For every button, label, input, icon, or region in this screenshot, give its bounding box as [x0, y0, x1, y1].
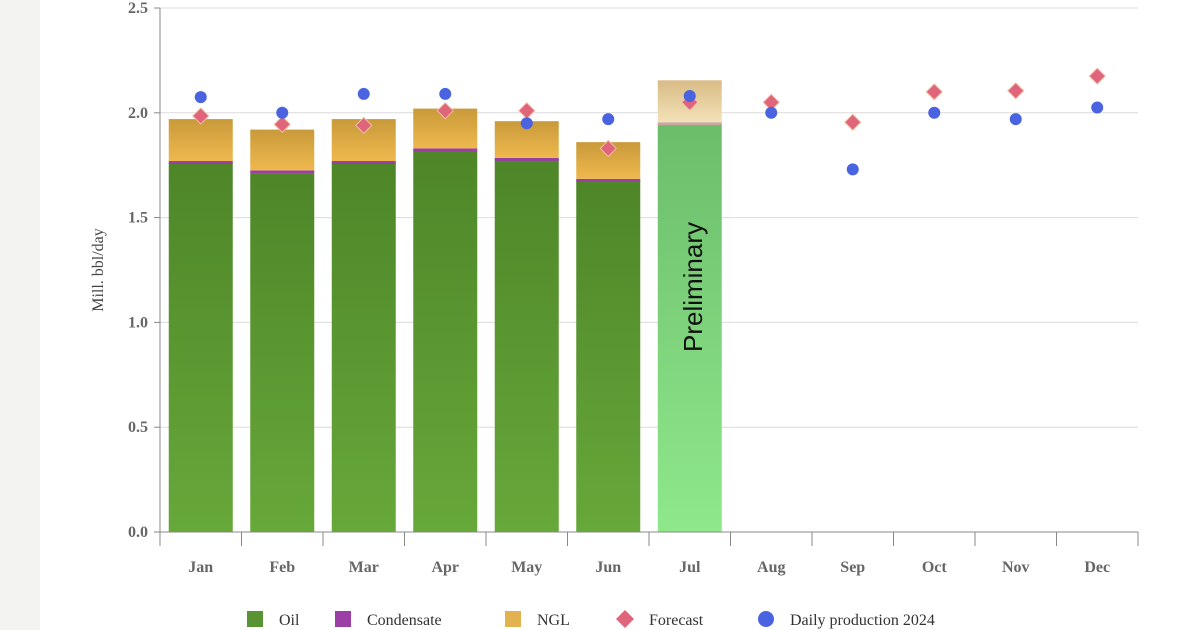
x-tick-label: Mar	[349, 559, 379, 576]
legend-swatch-daily-production	[758, 611, 774, 627]
y-tick-label: 1.0	[128, 314, 148, 331]
preliminary-annotation: Preliminary	[678, 222, 708, 352]
forecast-point-oct	[925, 83, 943, 101]
daily-production-point-sep	[846, 163, 859, 176]
x-tick-label: Sep	[840, 559, 865, 576]
bar-condensate-apr	[413, 148, 478, 152]
forecast-point-sep	[844, 113, 862, 131]
x-tick-label: May	[511, 559, 542, 576]
bar-condensate-jan	[168, 161, 233, 165]
bar-oil-jan	[168, 163, 233, 532]
legend-swatch-ngl	[505, 611, 521, 627]
daily-production-point-jun	[602, 113, 615, 126]
legend-swatch-oil	[247, 611, 263, 627]
forecast-point-dec	[1088, 67, 1106, 85]
y-tick-label: 2.5	[128, 0, 148, 17]
x-tick-label: Apr	[431, 559, 459, 576]
y-tick-label: 0.5	[128, 419, 148, 436]
x-tick-label: Oct	[922, 559, 948, 576]
forecast-point-jun	[599, 139, 617, 158]
y-tick-label: 1.5	[128, 210, 148, 227]
x-tick-label: Feb	[269, 559, 295, 576]
daily-production-point-feb	[276, 106, 289, 119]
daily-production-point-aug	[765, 106, 778, 119]
legend-swatch-forecast	[616, 610, 634, 628]
bar-oil-mar	[331, 163, 396, 532]
legend-label-daily-production[interactable]: Daily production 2024	[790, 612, 935, 629]
bar-condensate-feb	[250, 170, 315, 174]
left-margin	[0, 0, 40, 630]
y-tick-label: 0.0	[128, 524, 148, 541]
bar-oil-jun	[576, 179, 641, 532]
x-tick-label: Jan	[188, 559, 213, 576]
daily-production-point-may	[520, 117, 533, 130]
bar-condensate-mar	[331, 161, 396, 165]
bar-oil-apr	[413, 150, 478, 532]
legend-swatch-condensate	[335, 611, 351, 627]
legend-label-oil[interactable]: Oil	[279, 612, 300, 629]
daily-production-point-jan	[194, 91, 207, 104]
bar-condensate-may	[494, 157, 559, 161]
legend-label-forecast[interactable]: Forecast	[649, 612, 704, 629]
bar-oil-may	[494, 158, 559, 533]
daily-production-point-apr	[439, 87, 452, 100]
daily-production-point-dec	[1091, 101, 1104, 114]
bar-oil-jul	[657, 123, 722, 532]
bar-condensate-jun	[576, 178, 641, 182]
forecast-point-apr	[436, 101, 454, 120]
bar-ngl-feb	[250, 129, 315, 171]
daily-production-point-jul	[683, 90, 696, 103]
x-tick-label: Jul	[679, 559, 701, 576]
y-tick-label: 2.0	[128, 105, 148, 122]
daily-production-point-nov	[1009, 113, 1022, 126]
bar-oil-feb	[250, 173, 315, 533]
forecast-point-jan	[192, 107, 210, 125]
forecast-point-mar	[355, 116, 373, 135]
bar-ngl-jan	[168, 119, 233, 162]
daily-production-point-mar	[357, 87, 370, 100]
x-tick-label: Jun	[595, 559, 621, 576]
daily-production-point-oct	[928, 106, 941, 119]
legend-label-condensate[interactable]: Condensate	[367, 612, 442, 629]
y-axis-label: Mill. bbl/day	[90, 228, 107, 312]
forecast-point-feb	[273, 115, 291, 134]
bar-condensate-jul	[657, 122, 722, 126]
x-tick-label: Nov	[1002, 559, 1030, 576]
legend-label-ngl[interactable]: NGL	[537, 612, 570, 629]
x-tick-label: Dec	[1084, 559, 1110, 576]
forecast-point-may	[518, 101, 536, 120]
forecast-point-nov	[1007, 82, 1025, 100]
x-tick-label: Aug	[757, 559, 785, 576]
